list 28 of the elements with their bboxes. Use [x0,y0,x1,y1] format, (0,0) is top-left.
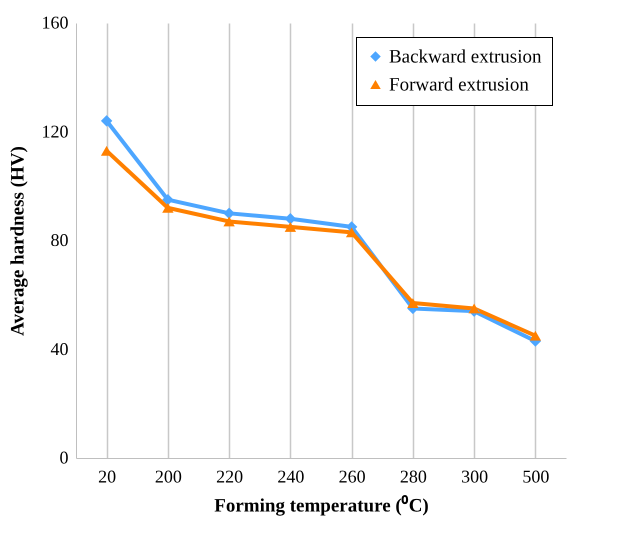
point [530,330,542,341]
x-tick-label: 220 [216,466,244,486]
point [407,298,419,308]
point [284,222,296,232]
x-tick-label: 20 [98,466,116,486]
x-tick-label: 300 [461,466,488,486]
y-tick-label: 160 [42,12,68,32]
point [223,208,235,220]
point [162,202,174,213]
point [468,304,480,314]
x-axis-title: Forming temperature (⁰C) [214,494,429,516]
point [346,227,358,238]
y-tick-label: 40 [50,338,68,359]
y-tick-label: 120 [42,121,68,142]
legend-label: Forward extrusion [389,74,530,96]
y-tick-label: 80 [50,230,68,250]
y-axis-title: Average hardness (HV) [8,146,28,336]
point [100,115,112,127]
x-tick-label: 500 [522,466,550,486]
point [284,213,296,224]
x-tick-label: 240 [277,466,304,486]
point [223,216,235,226]
x-tick-label: 280 [400,466,427,486]
y-tick-label: 0 [60,448,68,468]
x-tick-label: 260 [338,466,366,486]
point [162,194,174,206]
legend-label: Backward extrusion [389,46,542,68]
x-tick-label: 200 [154,466,182,486]
